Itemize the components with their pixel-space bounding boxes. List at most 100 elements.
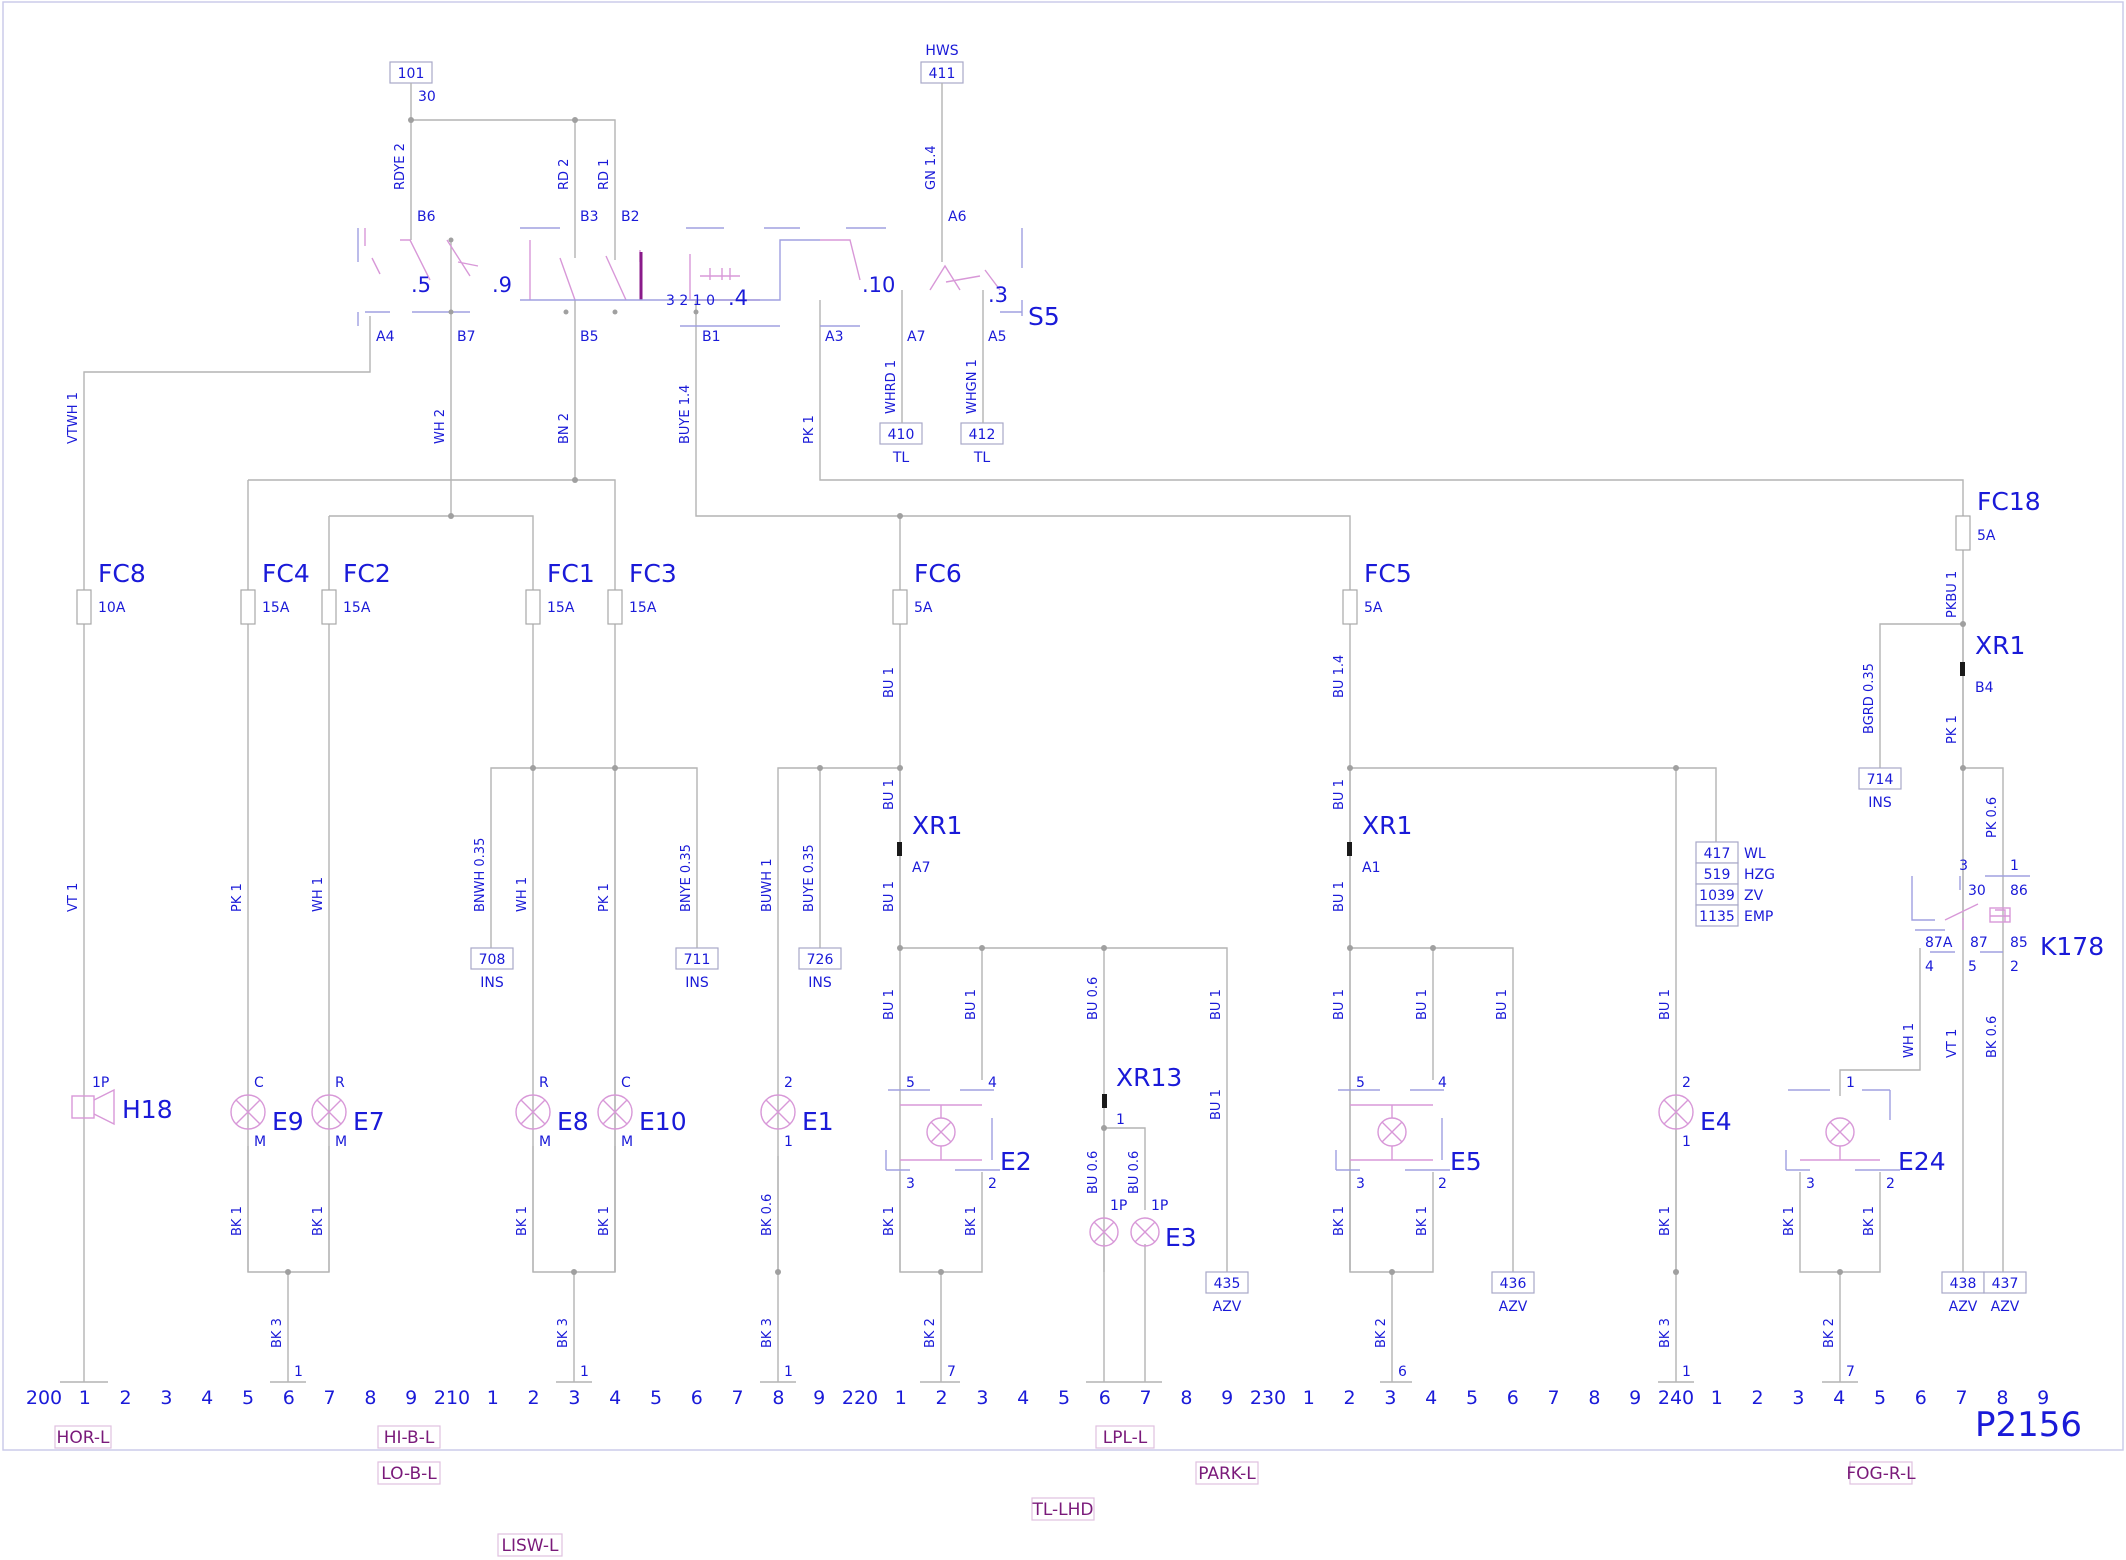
xr13-name: XR13 [1116,1063,1182,1092]
E5-pin-4: 4 [1438,1075,1447,1091]
switch-pos-5: .5 [411,273,431,297]
switch-name: S5 [1028,302,1060,331]
term-726-sub: INS [808,975,832,991]
connector-411-label: 411 [929,66,956,82]
E8-pin-r: R [539,1075,549,1091]
ref-fog-r-l[interactable]: FOG-R-L [1846,1464,1916,1484]
ruler-label: 1 [895,1387,907,1409]
ground-pin-5: 6 [1398,1364,1407,1380]
E24-pin-2: 2 [1886,1176,1895,1192]
connector-410-sub: TL [892,450,910,466]
ruler-label: 240 [1658,1387,1694,1409]
k178-pin-86: 86 [2010,883,2028,899]
stack-1039: 1039 [1699,888,1735,904]
top-wires [83,83,1964,1382]
ruler-label: 230 [1250,1387,1286,1409]
wire-label: BUYE 1.4 [678,385,693,444]
switch-pos-4: .4 [728,286,748,310]
wire-label: BU 1 [882,667,897,698]
E9-pin-c: C [254,1075,264,1091]
E24-pin-3: 3 [1806,1176,1815,1192]
ref-lo-b-l[interactable]: LO-B-L [381,1464,437,1484]
terminal-boxes: 708 INS 711 INS 726 INS 714 INS 435 AZV … [470,767,2027,1315]
E2-pin-5: 5 [906,1075,915,1091]
ref-lisw-l[interactable]: LISW-L [501,1536,559,1556]
ruler-label: 9 [1629,1387,1641,1409]
ref-hi-b-l[interactable]: HI-B-L [384,1428,435,1448]
ruler-label: 200 [26,1387,62,1409]
ref-tl-lhd[interactable]: TL-LHD [1031,1500,1093,1520]
stack-519-sub: HZG [1744,867,1775,883]
wire-label: BK 1 [882,1206,897,1236]
E7-name: E7 [353,1107,385,1136]
ground-pin-1: 1 [294,1364,303,1380]
wire-label: BK 2 [1822,1318,1837,1348]
E7-pin-m: M [335,1134,347,1150]
fuse-fc6-rating: 5A [914,600,933,616]
ref-lpl-l[interactable]: LPL-L [1103,1428,1148,1448]
switch-detents: 3 2 1 0 [666,293,715,309]
wire-label: RDYE 2 [393,143,408,190]
E5-name: E5 [1450,1147,1482,1176]
E5-pin-5: 5 [1356,1075,1365,1091]
lamp-E5 [1335,1089,1450,1171]
ref-hor-l[interactable]: HOR-L [57,1428,110,1448]
connector-412-label: 412 [969,427,996,443]
wire-label: BU 1 [1332,779,1347,810]
ruler-label: 2 [528,1387,540,1409]
ruler-label: 2 [936,1387,948,1409]
wire-label: BU 1 [1209,989,1224,1020]
wire-label: WH 1 [1902,1023,1917,1058]
wire-label: BUYE 0.35 [802,844,817,912]
wire-label: BK 2 [1374,1318,1389,1348]
lamp-E2 [885,1089,1000,1171]
E7-pin-r: R [335,1075,345,1091]
ground-pin-7: 7 [1846,1364,1855,1380]
E10-pin-c: C [621,1075,631,1091]
wire-label: BU 1 [1332,881,1347,912]
s5-pin-b2: B2 [621,209,640,225]
ruler-label: 1 [79,1387,91,1409]
lamp-E8 [515,1094,551,1130]
wire-label: BK 2 [923,1318,938,1348]
wire-label: BK 1 [311,1206,326,1236]
wire-label: WHGN 1 [965,359,980,414]
wire-label: PK 1 [1945,715,1960,744]
E24-name: E24 [1898,1147,1946,1176]
ref-park-l[interactable]: PARK-L [1198,1464,1256,1484]
ruler-label: 7 [324,1387,336,1409]
wire-label: RD 1 [597,159,612,190]
sheet-frame [2,1,2124,1451]
ruler-label: 1 [1711,1387,1723,1409]
switch-pos-10: .10 [862,273,895,297]
wire-label: VT 1 [1945,1029,1960,1058]
E2-pin-4: 4 [988,1075,997,1091]
term-708-sub: INS [480,975,504,991]
top-junctions [408,117,903,519]
top-connectors: 101 30 HWS 411 410 TL 412 TL [389,43,1004,466]
H18-pin: 1P [92,1075,109,1091]
lamp-E24 [1785,1089,1900,1171]
fuse-fc2-rating: 15A [343,600,371,616]
ground-pins: 1 1 1 7 6 1 7 [60,1364,1858,1383]
wire-label: WH 1 [311,877,326,912]
fuse-fc18-rating: 5A [1977,528,1996,544]
E10-name: E10 [639,1107,687,1136]
fuse-fc8-name: FC8 [98,559,146,588]
ground-pin-4: 7 [947,1364,956,1380]
cross-references: HOR-L HI-B-L LO-B-L LISW-L LPL-L TL-LHD … [54,1425,1916,1557]
connector-101-label: 101 [398,66,425,82]
wire-label: BK 1 [964,1206,979,1236]
wire-label: PK 1 [802,415,817,444]
E5-pin-3: 3 [1356,1176,1365,1192]
wire-label: VTWH 1 [66,392,81,444]
s5-pin-a7: A7 [907,329,925,345]
ruler-label: 5 [1874,1387,1886,1409]
E4-name: E4 [1700,1107,1732,1136]
wire-label: WH 2 [433,409,448,444]
xr13-pin: 1 [1116,1112,1125,1128]
xr1-b4-pin: B4 [1975,680,1994,696]
E8-pin-m: M [539,1134,551,1150]
ruler-label: 7 [1548,1387,1560,1409]
E10-pin-m: M [621,1134,633,1150]
